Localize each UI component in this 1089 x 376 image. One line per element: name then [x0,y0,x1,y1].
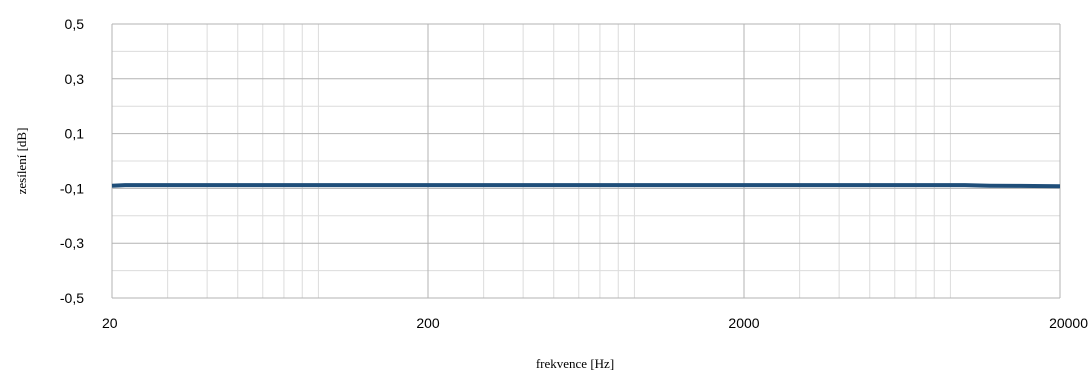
y-tick-label: 0,5 [65,16,85,32]
y-tick-label: 0,3 [65,71,85,87]
x-axis-title: frekvence [Hz] [536,356,614,371]
x-tick-label: 20 [102,315,118,331]
y-tick-label: 0,1 [65,126,85,142]
y-axis-title: zesílení [dB] [14,128,29,195]
x-tick-label: 20000 [1049,315,1088,331]
series-layer [111,183,1061,189]
y-tick-label: -0,5 [60,290,84,306]
major-grid [111,23,1061,299]
x-tick-label: 2000 [728,315,759,331]
x-tick-label: 200 [416,315,440,331]
minor-grid [112,24,1060,298]
y-tick-label: -0,1 [60,180,84,196]
y-tick-label: -0,3 [60,235,84,251]
y-tick-labels: 0,5 0,3 0,1 -0,1 -0,3 -0,5 [60,16,84,306]
series-line-0 [111,183,1061,189]
x-tick-labels: 20 200 2000 20000 [102,315,1088,331]
